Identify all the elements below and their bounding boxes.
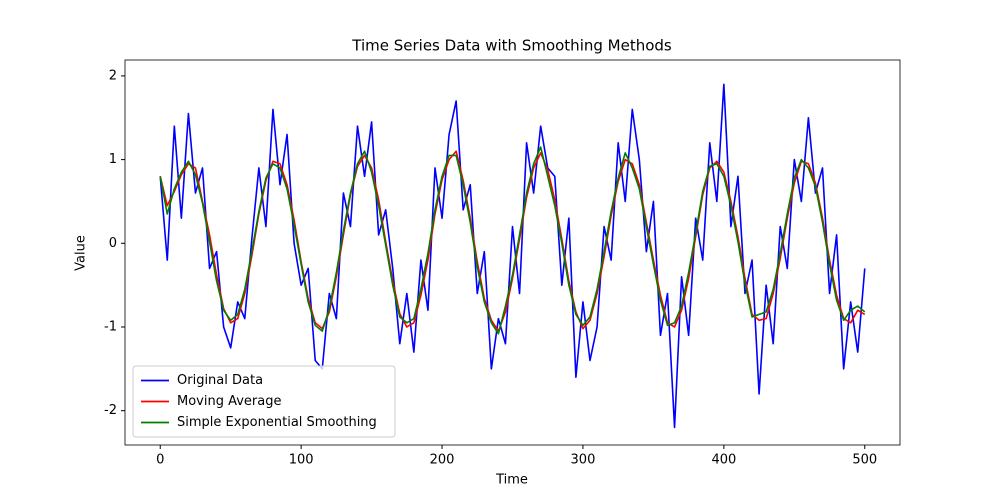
legend: Original Data Moving Average Simple Expone…	[132, 365, 396, 438]
y-tick-label: 2	[109, 68, 117, 83]
x-tick-label: 100	[289, 453, 314, 468]
y-tick-label: 1	[109, 152, 117, 167]
y-axis-label: Value	[74, 235, 89, 271]
y-tick-label: -1	[104, 319, 117, 334]
line-series	[159, 146, 866, 335]
chart-title: Time Series Data with Smoothing Methods	[351, 37, 672, 55]
x-tick-label: 0	[156, 453, 164, 468]
plot-frame	[124, 59, 901, 446]
x-tick-label: 300	[571, 453, 596, 468]
line-series	[159, 83, 866, 429]
x-tick-label: 200	[430, 453, 455, 468]
legend-label: Original Data	[177, 373, 263, 388]
x-tick-label: 400	[711, 453, 736, 468]
y-tick-label: 0	[109, 236, 117, 251]
x-tick-label: 500	[852, 453, 877, 468]
x-axis-label: Time	[495, 473, 528, 488]
legend-label: Moving Average	[177, 394, 281, 409]
y-tick-label: -2	[104, 403, 117, 418]
legend-box	[132, 365, 396, 438]
legend-label: Simple Exponential Smoothing	[177, 415, 377, 430]
